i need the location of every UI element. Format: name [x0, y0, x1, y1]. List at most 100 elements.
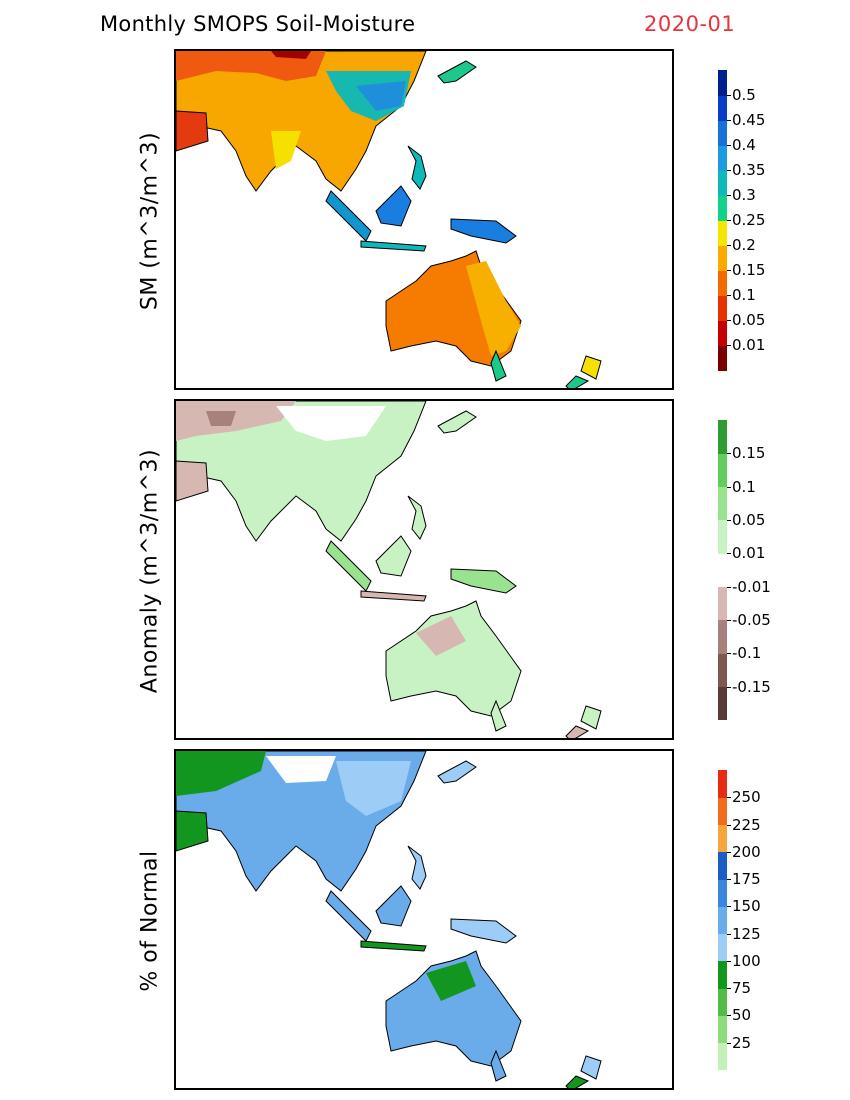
colorbar-swatch [718, 120, 727, 146]
colorbar-swatch [718, 295, 727, 321]
colorbar-swatch [718, 195, 727, 221]
colorbar-tick-label: 0.4 [732, 136, 756, 154]
colorbar-swatch [718, 486, 727, 521]
colorbar-tick-label: 225 [732, 815, 761, 834]
colorbar-tick-label: 250 [732, 788, 761, 807]
anomaly-ylabel: Anomaly (m^3/m^3) [137, 448, 163, 694]
colorbar-swatch [718, 245, 727, 271]
colorbar-tick-label: -0.1 [732, 644, 762, 663]
colorbar-tick [727, 520, 731, 521]
colorbar-swatch [718, 620, 727, 654]
colorbar-tick [727, 879, 731, 881]
colorbar-tick-label: 0.01 [732, 336, 766, 354]
colorbar-swatch [718, 1042, 727, 1071]
colorbar-tick-label: 0.1 [732, 477, 756, 496]
colorbar-tick [727, 824, 731, 826]
sumatra [325, 190, 372, 242]
colorbar-tick [727, 906, 731, 908]
colorbar-swatch [718, 145, 727, 171]
colorbar-tick [727, 933, 731, 935]
australia [385, 600, 522, 717]
colorbar-tick [727, 95, 731, 96]
colorbar-swatch [718, 270, 727, 296]
colorbar-tick-label: 0.15 [732, 261, 766, 279]
percent-map-panel [174, 749, 674, 1090]
colorbar-tick-label: 175 [732, 870, 761, 889]
colorbar-swatch [718, 170, 727, 196]
colorbar-tick-label: 0.01 [732, 544, 766, 563]
colorbar-tick-label: 0.45 [732, 111, 766, 129]
colorbar-swatch [718, 933, 727, 962]
colorbar-swatch [718, 453, 727, 488]
borneo [375, 185, 412, 227]
colorbar-tick [727, 1015, 731, 1017]
colorbar-tick-label: 100 [732, 951, 761, 970]
colorbar-swatch [718, 824, 727, 853]
colorbar-tick [727, 553, 731, 555]
colorbar-swatch [718, 95, 727, 121]
colorbar-swatch [718, 220, 727, 246]
japan [437, 60, 477, 84]
colorbar-swatch [718, 70, 727, 96]
colorbar-tick [727, 270, 731, 271]
philippines [407, 145, 427, 190]
percent-ylabel: % of Normal [137, 850, 163, 992]
colorbar-swatch [718, 420, 727, 454]
colorbar-tick [727, 653, 731, 655]
sm-ylabel: SM (m^3/m^3) [137, 131, 163, 311]
colorbar-tick [727, 145, 731, 146]
colorbar-swatch [718, 770, 727, 798]
new-zealand [580, 355, 602, 380]
colorbar-tick [727, 586, 731, 588]
colorbar-swatch [718, 988, 727, 1016]
colorbar-tick [727, 960, 731, 962]
colorbar-tick-label: -0.01 [732, 577, 771, 596]
anomaly-map-panel [174, 399, 674, 740]
colorbar-tick-label: 0.05 [732, 511, 766, 529]
colorbar-tick [727, 453, 731, 455]
colorbar-tick-label: 200 [732, 842, 761, 861]
colorbar-tick [727, 220, 731, 221]
colorbar-swatch [718, 553, 727, 588]
colorbar-tick-label: 25 [732, 1033, 752, 1052]
colorbar-tick-label: 0.5 [732, 86, 756, 104]
australia [385, 950, 522, 1067]
colorbar-swatch [718, 1015, 727, 1044]
colorbar-swatch [718, 653, 727, 688]
colorbar-swatch [718, 960, 727, 989]
colorbar-tick [727, 620, 731, 621]
colorbar-tick [727, 195, 731, 196]
colorbar-tick-label: 0.25 [732, 211, 766, 229]
colorbar-tick [727, 245, 731, 246]
colorbar-swatch [718, 686, 727, 721]
colorbar-tick [727, 320, 731, 321]
chart-title: Monthly SMOPS Soil-Moisture [100, 12, 416, 36]
colorbar-tick-label: 0.1 [732, 286, 756, 304]
anomaly-map [176, 401, 602, 738]
colorbar-swatch [718, 520, 727, 554]
colorbar-tick [727, 851, 731, 853]
colorbar-tick [727, 988, 731, 990]
colorbar-swatch [718, 906, 727, 935]
colorbar-tick [727, 345, 731, 346]
colorbar-tick-label: 150 [732, 897, 761, 916]
colorbar-tick [727, 1042, 731, 1044]
colorbar-tick-label: 75 [732, 979, 752, 998]
colorbar-tick-label: 125 [732, 924, 761, 943]
colorbar-swatch [718, 320, 727, 346]
colorbar-swatch [718, 879, 727, 907]
colorbar-tick-label: 0.2 [732, 236, 756, 254]
colorbar-tick [727, 120, 731, 121]
new-guinea [450, 218, 517, 244]
colorbar-tick-label: 50 [732, 1006, 752, 1025]
colorbar-tick [727, 170, 731, 171]
colorbar-tick-label: 0.3 [732, 186, 756, 204]
colorbar-swatch [718, 851, 727, 880]
colorbar-tick-label: -0.05 [732, 611, 771, 629]
colorbar-tick [727, 686, 731, 688]
colorbar-swatch [718, 345, 727, 371]
date-label: 2020-01 [644, 12, 736, 36]
sm-map [176, 51, 602, 388]
colorbar-swatch [718, 586, 727, 621]
percent-map [176, 751, 602, 1088]
